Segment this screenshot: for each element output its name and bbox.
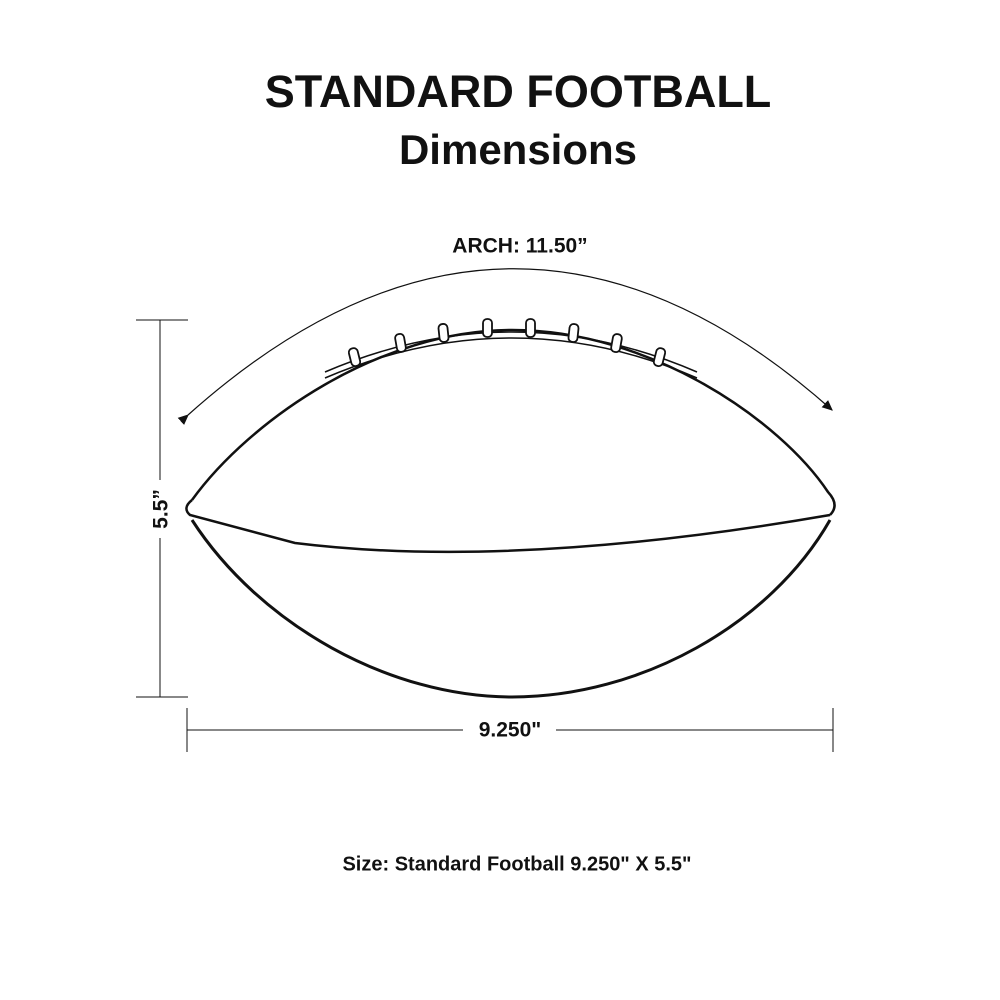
laces — [347, 318, 667, 367]
lace — [652, 347, 667, 367]
lace — [482, 318, 493, 338]
lace — [567, 323, 580, 343]
lace — [437, 323, 450, 343]
height-dimension: 5.5” — [136, 319, 188, 698]
lace-seam — [324, 337, 698, 379]
height-label: 5.5” — [150, 489, 173, 529]
lace — [394, 333, 407, 353]
caption: Size: Standard Football 9.250" X 5.5" — [342, 853, 691, 875]
width-dimension: 9.250" — [186, 708, 834, 752]
ball-seam — [185, 499, 831, 554]
subtitle: Dimensions — [399, 126, 637, 173]
arch-arrow — [177, 268, 833, 425]
lace — [610, 333, 623, 353]
lace — [347, 347, 362, 367]
football — [185, 318, 836, 699]
title: STANDARD FOOTBALL — [265, 66, 772, 117]
arch-label: ARCH: 11.50” — [452, 235, 587, 258]
ball-bottom — [190, 519, 832, 699]
width-label: 9.250" — [479, 719, 542, 742]
lace — [525, 318, 536, 338]
lace-seam — [324, 331, 698, 373]
